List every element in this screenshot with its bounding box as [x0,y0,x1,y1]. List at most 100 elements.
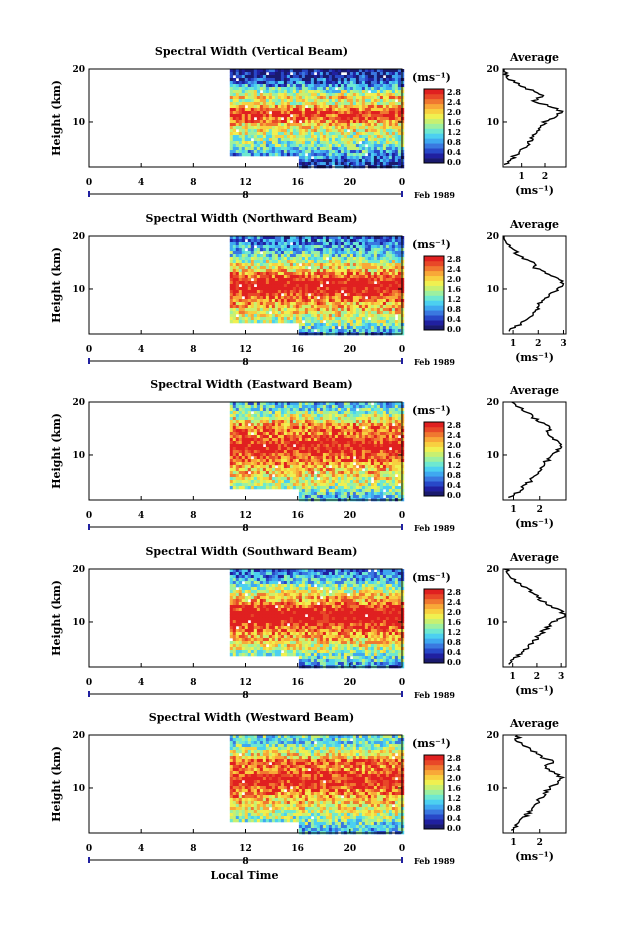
heatmap-cell [346,281,351,285]
heatmap-cell [250,483,255,487]
heatmap-cell [247,414,252,418]
heatmap-cell [259,305,264,309]
heatmap-cell [238,414,243,418]
heatmap-cell [238,138,243,142]
heatmap-cell [334,311,339,315]
heatmap-cell [247,269,252,273]
heatmap-cell [322,480,327,484]
heatmap-cell [310,260,315,264]
heatmap-cell [310,320,315,324]
heatmap-cell [295,111,300,115]
heatmap-cell [286,105,291,109]
heatmap-cell [295,483,300,487]
heatmap-cell [340,311,345,315]
heatmap-cell [298,453,303,457]
heatmap-cell [346,293,351,297]
heatmap-cell [262,120,267,124]
heatmap-cell [367,81,372,85]
heatmap-cell [328,453,333,457]
heatmap-cell [385,99,390,103]
heatmap-cell [259,272,264,276]
heatmap-cell [295,462,300,466]
heatmap-cell [280,474,285,478]
heatmap-cell [238,236,243,240]
heatmap-cell [382,263,387,267]
heatmap-cell [400,263,405,267]
heatmap-cell [262,141,267,145]
heatmap-cell [295,411,300,415]
heatmap-cell [274,426,279,430]
heatmap-cell [280,423,285,427]
heatmap-cell [283,260,288,264]
heatmap-cell [283,102,288,106]
heatmap-cell [283,408,288,412]
heatmap-cell [271,102,276,106]
heatmap-cell [268,411,273,415]
heatmap-cell [310,266,315,270]
heatmap-cell [280,272,285,276]
heatmap-cell [262,138,267,142]
heatmap-cell [343,248,348,252]
heatmap-cell [259,453,264,457]
heatmap-cell [289,414,294,418]
heatmap-cell [259,426,264,430]
heatmap-cell [391,144,396,148]
heatmap-cell [331,468,336,472]
heatmap-cell [292,239,297,243]
heatmap-cell [319,141,324,145]
heatmap-cell [262,150,267,154]
colorbar-segment [424,315,444,321]
heatmap-cell [367,296,372,300]
heatmap-cell [331,287,336,291]
heatmap-cell [295,432,300,436]
heatmap-cell [316,84,321,88]
heatmap-cell [364,72,369,76]
heatmap-cell [322,429,327,433]
heatmap-cell [265,287,270,291]
heatmap-cell [259,287,264,291]
heatmap-cell [364,284,369,288]
heatmap-cell [250,90,255,94]
heatmap-cell [379,302,384,306]
heatmap-cell [301,99,306,103]
heatmap-cell [247,278,252,282]
heatmap-cell [334,426,339,430]
heatmap-cell [244,450,249,454]
heatmap-cell [232,263,237,267]
heatmap-cell [244,293,249,297]
heatmap-cell [262,453,267,457]
heatmap-cell [310,432,315,436]
heatmap-cell [382,105,387,109]
heatmap-cell [292,450,297,454]
heatmap-cell [280,311,285,315]
heatmap-cell [265,486,270,490]
heatmap-cell [379,299,384,303]
heatmap-cell [265,108,270,112]
heatmap-cell [286,272,291,276]
heatmap-cell [265,245,270,249]
heatmap-cell [337,296,342,300]
heatmap-cell [286,72,291,76]
heatmap-cell [394,266,399,270]
heatmap-cell [292,257,297,261]
heatmap-cell [331,429,336,433]
heatmap-cell [346,323,351,327]
heatmap-cell [250,129,255,133]
heatmap-cell [298,111,303,115]
heatmap-cell [289,129,294,133]
heatmap-cell [265,284,270,288]
heatmap-cell [319,480,324,484]
heatmap-cell [313,114,318,118]
heatmap-cell [253,281,258,285]
heatmap-cell [394,290,399,294]
heatmap-cell [352,90,357,94]
heatmap-cell [259,480,264,484]
heatmap-cell [346,75,351,79]
heatmap-cell [241,468,246,472]
colorbar-segment [424,113,444,119]
heatmap-cell [373,123,378,127]
heatmap-cell [331,162,336,166]
heatmap-cell [250,480,255,484]
heatmap-cell [295,287,300,291]
heatmap-cell [277,257,282,261]
